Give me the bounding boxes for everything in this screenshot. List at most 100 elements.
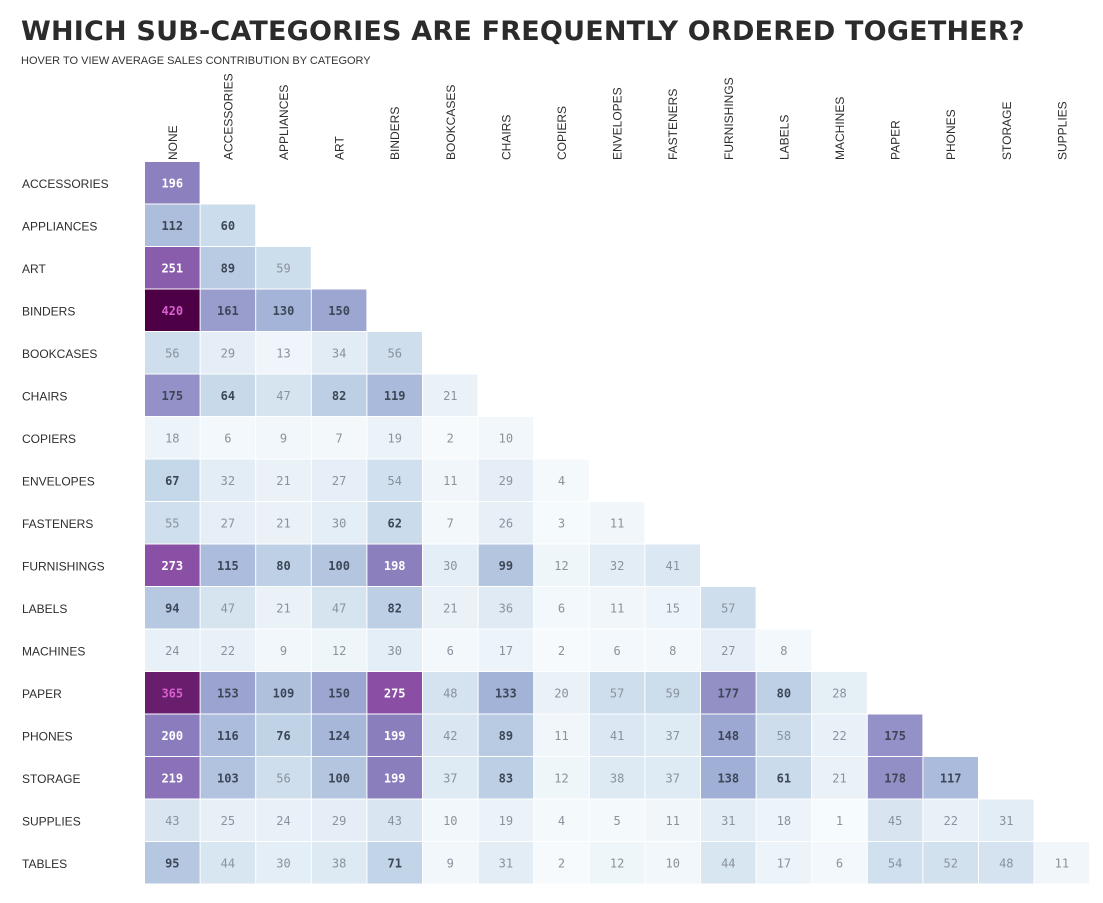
heatmap-cell[interactable] (756, 799, 812, 842)
heatmap-cell[interactable] (812, 842, 867, 884)
heatmap-cell[interactable] (311, 799, 367, 842)
heatmap-cell[interactable] (256, 714, 311, 757)
heatmap-cell[interactable] (311, 672, 367, 714)
heatmap-cell[interactable] (200, 587, 256, 629)
heatmap-cell[interactable] (367, 842, 422, 884)
heatmap-cell[interactable] (423, 544, 478, 587)
heatmap-cell[interactable] (423, 672, 478, 714)
heatmap-cell[interactable] (200, 544, 256, 587)
heatmap-cell[interactable] (867, 757, 923, 799)
heatmap-cell[interactable] (145, 672, 200, 714)
heatmap-cell[interactable] (534, 842, 589, 884)
heatmap-cell[interactable] (145, 587, 200, 629)
heatmap-cell[interactable] (367, 672, 422, 714)
heatmap-cell[interactable] (423, 587, 478, 629)
heatmap-cell[interactable] (478, 842, 534, 884)
heatmap-cell[interactable] (311, 417, 367, 459)
heatmap-cell[interactable] (145, 204, 200, 247)
heatmap-cell[interactable] (145, 247, 200, 289)
heatmap-cell[interactable] (534, 672, 589, 714)
heatmap-cell[interactable] (812, 757, 867, 799)
heatmap-cell[interactable] (534, 544, 589, 587)
heatmap-cell[interactable] (145, 332, 200, 374)
heatmap-cell[interactable] (200, 799, 256, 842)
heatmap-cell[interactable] (200, 204, 256, 247)
heatmap-cell[interactable] (145, 757, 200, 799)
heatmap-cell[interactable] (145, 799, 200, 842)
heatmap-cell[interactable] (256, 757, 311, 799)
heatmap-cell[interactable] (256, 672, 311, 714)
heatmap-cell[interactable] (867, 842, 923, 884)
heatmap-cell[interactable] (645, 714, 700, 757)
heatmap-cell[interactable] (534, 757, 589, 799)
heatmap-cell[interactable] (367, 544, 422, 587)
heatmap-cell[interactable] (423, 714, 478, 757)
heatmap-cell[interactable] (478, 629, 534, 672)
heatmap-cell[interactable] (423, 629, 478, 672)
heatmap-cell[interactable] (645, 672, 700, 714)
heatmap-cell[interactable] (423, 459, 478, 502)
heatmap-cell[interactable] (256, 544, 311, 587)
heatmap-cell[interactable] (423, 374, 478, 417)
heatmap-cell[interactable] (256, 842, 311, 884)
heatmap-cell[interactable] (311, 842, 367, 884)
heatmap-cell[interactable] (423, 842, 478, 884)
heatmap-cell[interactable] (256, 374, 311, 417)
heatmap-cell[interactable] (145, 714, 200, 757)
heatmap-cell[interactable] (534, 714, 589, 757)
heatmap-cell[interactable] (367, 459, 422, 502)
heatmap-cell[interactable] (534, 502, 589, 544)
heatmap-cell[interactable] (423, 502, 478, 544)
heatmap-cell[interactable] (256, 629, 311, 672)
heatmap-cell[interactable] (867, 799, 923, 842)
heatmap-cell[interactable] (311, 459, 367, 502)
heatmap-cell[interactable] (311, 757, 367, 799)
heatmap-cell[interactable] (534, 629, 589, 672)
heatmap-cell[interactable] (701, 842, 756, 884)
heatmap-cell[interactable] (145, 417, 200, 459)
heatmap-cell[interactable] (756, 672, 812, 714)
heatmap-cell[interactable] (367, 417, 422, 459)
heatmap-cell[interactable] (256, 332, 311, 374)
heatmap-cell[interactable] (311, 502, 367, 544)
heatmap-cell[interactable] (145, 544, 200, 587)
heatmap-cell[interactable] (645, 842, 700, 884)
heatmap-cell[interactable] (645, 544, 700, 587)
heatmap-cell[interactable] (645, 799, 700, 842)
heatmap-cell[interactable] (145, 629, 200, 672)
heatmap-cell[interactable] (256, 289, 311, 332)
heatmap-cell[interactable] (923, 757, 978, 799)
heatmap-cell[interactable] (756, 629, 812, 672)
heatmap-cell[interactable] (756, 714, 812, 757)
heatmap-cell[interactable] (589, 502, 645, 544)
heatmap-cell[interactable] (200, 247, 256, 289)
heatmap-cell[interactable] (423, 799, 478, 842)
heatmap-cell[interactable] (589, 714, 645, 757)
heatmap-cell[interactable] (701, 629, 756, 672)
heatmap-cell[interactable] (979, 799, 1034, 842)
heatmap-cell[interactable] (589, 544, 645, 587)
heatmap-cell[interactable] (200, 842, 256, 884)
heatmap-cell[interactable] (256, 799, 311, 842)
heatmap-cell[interactable] (923, 842, 978, 884)
heatmap-cell[interactable] (478, 587, 534, 629)
heatmap-cell[interactable] (423, 417, 478, 459)
heatmap-cell[interactable] (200, 417, 256, 459)
heatmap-cell[interactable] (311, 289, 367, 332)
heatmap-cell[interactable] (200, 289, 256, 332)
heatmap-cell[interactable] (812, 799, 867, 842)
heatmap-cell[interactable] (367, 714, 422, 757)
heatmap-cell[interactable] (701, 714, 756, 757)
heatmap-cell[interactable] (256, 247, 311, 289)
heatmap-cell[interactable] (367, 799, 422, 842)
heatmap-cell[interactable] (145, 842, 200, 884)
heatmap-cell[interactable] (478, 714, 534, 757)
heatmap-cell[interactable] (200, 374, 256, 417)
heatmap-cell[interactable] (701, 672, 756, 714)
heatmap-cell[interactable] (311, 629, 367, 672)
heatmap-cell[interactable] (478, 417, 534, 459)
heatmap-cell[interactable] (478, 757, 534, 799)
heatmap-cell[interactable] (979, 842, 1034, 884)
heatmap-cell[interactable] (256, 502, 311, 544)
heatmap-cell[interactable] (256, 587, 311, 629)
